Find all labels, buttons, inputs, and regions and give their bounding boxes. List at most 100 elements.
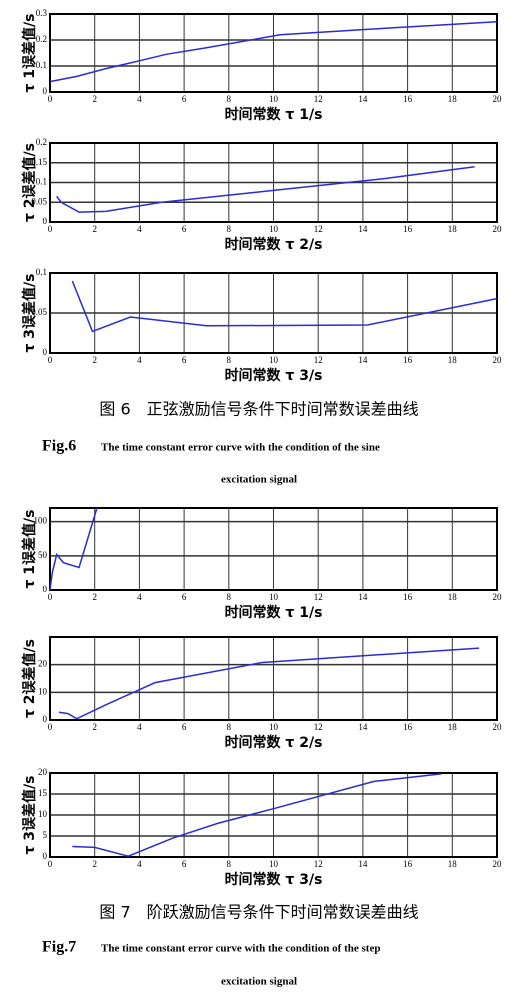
x-tick-label: 16	[403, 224, 413, 234]
x-tick-label: 6	[182, 224, 187, 234]
plot-frame	[49, 772, 498, 858]
x-tick-label: 10	[269, 355, 279, 365]
x-tick-label: 14	[358, 859, 368, 869]
x-tick-label: 0	[48, 355, 53, 365]
y-tick-label: 0	[43, 851, 48, 861]
y-tick-label: 0	[43, 347, 48, 357]
data-line	[71, 280, 498, 333]
plot-frame	[49, 272, 498, 354]
y-tick-label: 0.1	[36, 267, 47, 277]
data-line	[49, 507, 98, 591]
caption-cn: 图 7 阶跃激励信号条件下时间常数误差曲线	[99, 903, 418, 922]
y-tick-label: 0	[43, 86, 48, 96]
x-tick-label: 12	[314, 94, 323, 104]
x-tick-label: 14	[358, 722, 368, 732]
x-tick-label: 16	[403, 355, 413, 365]
x-tick-label: 6	[182, 94, 187, 104]
x-tick-label: 2	[92, 224, 97, 234]
x-tick-label: 4	[137, 592, 142, 602]
x-tick-label: 2	[92, 722, 97, 732]
x-tick-label: 10	[269, 224, 279, 234]
x-tick-label: 12	[314, 355, 323, 365]
x-tick-label: 20	[493, 94, 503, 104]
y-tick-label: 0	[43, 216, 48, 226]
y-tick-label: 5	[43, 830, 48, 840]
caption-en: excitation signal	[221, 976, 297, 988]
x-tick-label: 8	[227, 592, 232, 602]
x-tick-label: 10	[269, 94, 279, 104]
y-axis-label: τ 1误差值/s	[21, 14, 38, 93]
y-tick-label: 50	[38, 550, 48, 560]
y-axis-label: τ 1误差值/s	[21, 510, 38, 589]
y-tick-label: 20	[38, 659, 48, 669]
y-tick-label: 15	[38, 788, 48, 798]
x-tick-label: 0	[48, 224, 53, 234]
x-tick-label: 8	[227, 859, 232, 869]
y-axis-label: τ 3误差值/s	[21, 776, 38, 855]
x-tick-label: 8	[227, 224, 232, 234]
y-tick-label: 0.2	[36, 34, 47, 44]
x-tick-label: 0	[48, 859, 53, 869]
x-axis-label: 时间常数 τ 3/s	[225, 367, 323, 384]
data-line	[56, 165, 475, 213]
x-tick-label: 14	[358, 355, 368, 365]
x-tick-label: 6	[182, 859, 187, 869]
x-tick-label: 20	[493, 224, 503, 234]
x-tick-label: 18	[448, 355, 458, 365]
y-tick-label: 0.1	[36, 177, 47, 187]
x-tick-label: 18	[448, 224, 458, 234]
x-tick-label: 20	[493, 722, 503, 732]
x-tick-label: 0	[48, 94, 53, 104]
x-axis-label: 时间常数 τ 1/s	[225, 106, 323, 123]
y-tick-label: 0.2	[36, 137, 47, 147]
y-tick-label: 0.05	[31, 196, 47, 206]
x-axis-label: 时间常数 τ 3/s	[225, 871, 323, 888]
y-tick-label: 0.3	[36, 8, 48, 18]
x-tick-label: 20	[493, 355, 503, 365]
y-tick-label: 20	[38, 767, 48, 777]
x-tick-label: 12	[314, 859, 323, 869]
y-tick-label: 0	[43, 714, 48, 724]
x-tick-label: 8	[227, 722, 232, 732]
x-tick-label: 14	[358, 592, 368, 602]
y-tick-label: 10	[38, 809, 48, 819]
caption-en: The time constant error curve with the c…	[101, 943, 380, 955]
x-tick-label: 6	[182, 722, 187, 732]
x-tick-label: 14	[358, 94, 368, 104]
caption-cn: 图 6 正弦激励信号条件下时间常数误差曲线	[99, 400, 418, 419]
y-tick-label: 100	[34, 516, 48, 526]
x-tick-label: 12	[314, 592, 323, 602]
y-tick-label: 0.05	[31, 307, 47, 317]
y-axis-label: τ 2误差值/s	[21, 143, 38, 222]
x-tick-label: 6	[182, 355, 187, 365]
x-axis-label: 时间常数 τ 1/s	[225, 604, 323, 621]
data-line	[49, 21, 498, 83]
data-line	[58, 647, 480, 720]
caption-en: The time constant error curve with the c…	[101, 442, 380, 454]
x-tick-label: 16	[403, 859, 413, 869]
x-tick-label: 8	[227, 94, 232, 104]
x-tick-label: 2	[92, 592, 97, 602]
x-tick-label: 10	[269, 592, 279, 602]
caption-fig: Fig.7	[42, 939, 76, 956]
x-tick-label: 18	[448, 859, 458, 869]
x-tick-label: 0	[48, 722, 53, 732]
x-tick-label: 4	[137, 722, 142, 732]
data-line	[72, 773, 442, 857]
y-tick-label: 0	[43, 584, 48, 594]
y-axis-label: τ 3误差值/s	[21, 274, 38, 353]
caption-fig: Fig.6	[42, 438, 76, 455]
x-tick-label: 4	[137, 355, 142, 365]
x-tick-label: 18	[448, 94, 458, 104]
x-axis-label: 时间常数 τ 2/s	[225, 236, 323, 253]
x-tick-label: 10	[269, 859, 279, 869]
x-tick-label: 20	[493, 859, 503, 869]
plot-frame	[49, 13, 498, 93]
x-tick-label: 12	[314, 722, 323, 732]
x-tick-label: 4	[137, 224, 142, 234]
y-tick-label: 0.15	[31, 157, 47, 167]
plot-frame	[49, 636, 498, 721]
x-tick-label: 4	[137, 859, 142, 869]
plot-frame	[49, 142, 498, 223]
